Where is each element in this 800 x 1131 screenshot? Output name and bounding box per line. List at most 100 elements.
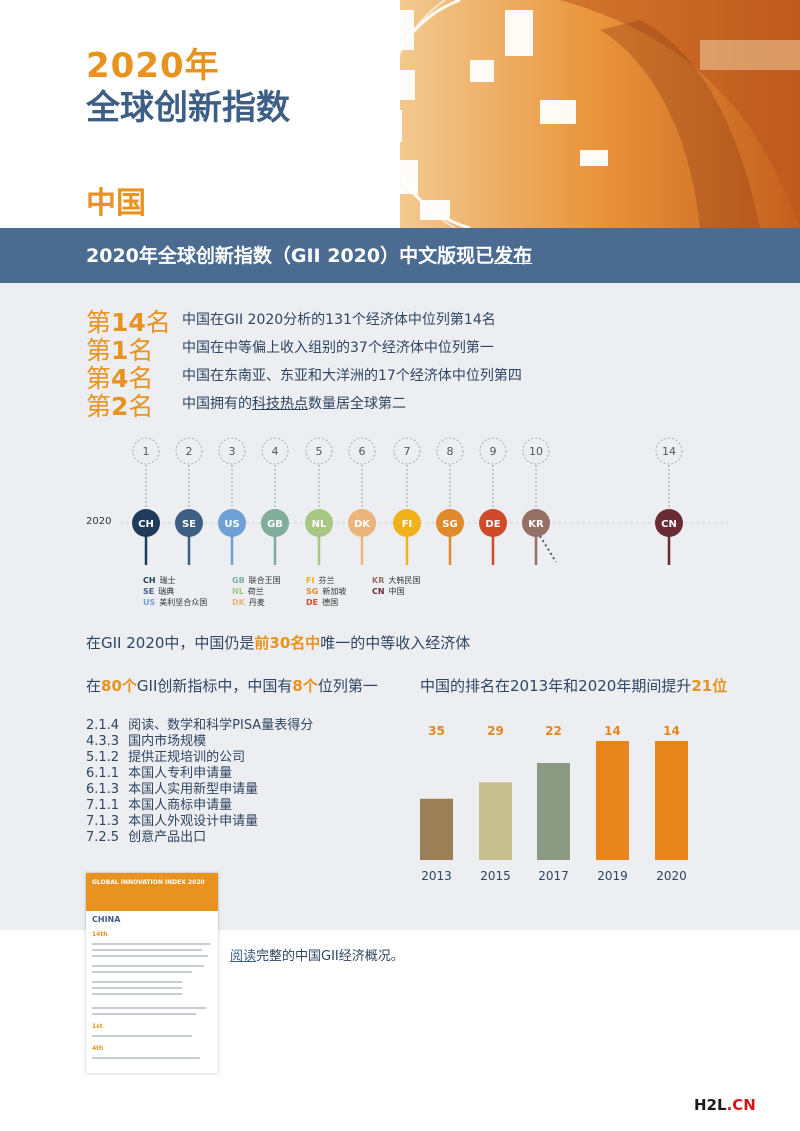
bar-value-label: 22: [545, 724, 562, 738]
legend-column: CH 瑞士 SE 瑞典 US 美利坚合众国: [143, 575, 207, 608]
country-pin: [436, 509, 464, 537]
thumbnail-title: GLOBAL INNOVATION INDEX 2020: [92, 879, 205, 886]
legend-item: NL 荷兰: [232, 587, 264, 596]
country-code: CH: [138, 519, 154, 530]
thumbnail-rank: 1st: [92, 1023, 103, 1030]
bar-value-label: 14: [604, 724, 621, 738]
rank-circle: [132, 437, 160, 465]
rank-number: 8: [447, 445, 454, 458]
rank-change-heading: 中国的排名在2013年和2020年期间提升21位: [420, 677, 728, 695]
country-code: CN: [661, 519, 677, 530]
watermark-logo: H2L.CN: [694, 1096, 756, 1114]
tech-clusters-link[interactable]: 科技热点: [252, 396, 308, 412]
country-label: 中国: [86, 186, 146, 221]
thumbnail-text-line: [92, 949, 202, 951]
hero-banner: 2020年 全球创新指数 中国: [0, 0, 800, 228]
thumbnail-text-line: [92, 965, 204, 967]
country-code: KR: [528, 519, 544, 530]
thumbnail-text-line: [92, 955, 208, 957]
thumbnail-text-line: [92, 1013, 196, 1015]
rank-circle: [348, 437, 376, 465]
rank-circle: [393, 437, 421, 465]
middle-income-statement: 在GII 2020中，中国仍是前30名中唯一的中等收入经济体: [86, 634, 471, 652]
country-pin: [522, 509, 550, 537]
country-pin: [655, 509, 683, 537]
announcement-prefix: 2020年全球创新指数（GII 2020）中文版现已: [86, 245, 495, 267]
bar-value-label: 35: [428, 724, 445, 738]
country-code: DK: [354, 519, 371, 530]
rank-description: 中国拥有的科技热点数量居全球第二: [182, 396, 406, 412]
thumbnail-text-line: [92, 981, 182, 983]
bar-category-label: 2017: [538, 869, 569, 883]
country-code: FI: [402, 519, 413, 530]
thumbnail-text-line: [92, 943, 210, 945]
indicator-list: 2.1.4 阅读、数学和科学PISA量表得分 4.3.3 国内市场规模 5.1.…: [86, 718, 313, 846]
legend-item: KR 大韩民国: [372, 576, 421, 585]
legend-item: CN 中国: [372, 587, 405, 596]
country-pin: [393, 509, 421, 537]
rank-label: 第4名: [86, 364, 154, 393]
bar-value-label: 29: [487, 724, 504, 738]
thumbnail-country: CHINA: [92, 915, 121, 924]
legend-column: GB 联合王国 NL 荷兰 DK 丹麦: [232, 575, 281, 608]
rank-number: 7: [404, 445, 411, 458]
continuation-dots: [539, 535, 557, 563]
rank-circle: [261, 437, 289, 465]
rank-circle: [175, 437, 203, 465]
indicators-heading: 在80个GII创新指标中，中国有8个位列第一: [86, 677, 378, 695]
rank-label: 第14名: [86, 308, 171, 337]
bar-category-label: 2015: [480, 869, 511, 883]
rank-circle: [305, 437, 333, 465]
timeline-year: 2020: [86, 516, 112, 527]
bar: [420, 798, 453, 860]
thumbnail-text-line: [92, 971, 192, 973]
rank-description: 中国在GII 2020分析的131个经济体中位列第14名: [182, 312, 496, 328]
rank-number: 1: [143, 445, 150, 458]
bar: [655, 741, 688, 860]
country-pin: [479, 509, 507, 537]
list-item: 4.3.3 国内市场规模: [86, 734, 207, 749]
bar: [596, 741, 629, 860]
thumbnail-header: [86, 873, 218, 911]
list-item: 5.1.2 提供正规培训的公司: [86, 750, 246, 765]
country-code: NL: [312, 519, 327, 530]
legend-column: KR 大韩民国 CN 中国: [372, 575, 420, 597]
rank-number: 2: [186, 445, 193, 458]
country-code: SE: [182, 519, 196, 530]
legend-item: FI 芬兰: [306, 576, 335, 585]
country-pin: [261, 509, 289, 537]
legend-item: SG 新加坡: [306, 587, 347, 596]
thumbnail-text-line: [92, 1035, 192, 1037]
bar-value-label: 14: [663, 724, 680, 738]
thumbnail-text-line: [92, 987, 182, 989]
announcement-banner: [0, 228, 800, 283]
thumbnail-rank: 4th: [92, 1045, 104, 1052]
bar: [537, 763, 570, 860]
country-pin: [175, 509, 203, 537]
rank-description: 中国在中等偏上收入组别的37个经济体中位列第一: [182, 340, 494, 356]
read-link[interactable]: 阅读: [230, 949, 257, 964]
country-pin: [305, 509, 333, 537]
legend-item: DE 德国: [306, 598, 339, 607]
country-code: US: [224, 519, 239, 530]
rank-number: 3: [229, 445, 236, 458]
page-title: 全球创新指数: [86, 88, 290, 128]
legend-item: DK 丹麦: [232, 598, 265, 607]
rank-circle: [655, 437, 683, 465]
country-code: GB: [267, 519, 283, 530]
country-code: DE: [485, 519, 500, 530]
rank-number: 5: [316, 445, 323, 458]
bar-category-label: 2019: [597, 869, 628, 883]
country-pin: [132, 509, 160, 537]
title-year: 2020年: [86, 46, 220, 86]
list-item: 6.1.1 本国人专利申请量: [86, 766, 233, 781]
publish-link[interactable]: 发布: [494, 245, 533, 267]
list-item: 7.1.3 本国人外观设计申请量: [86, 814, 259, 829]
list-item: 2.1.4 阅读、数学和科学PISA量表得分: [86, 718, 314, 733]
ranking-timeline: 1 CH 2 SE 3 US 4 GB 5 NL 6 DK 7 FI 8 SG 9 DE 10 KR 14 CN: [120, 437, 728, 565]
report-thumbnail[interactable]: GLOBAL INNOVATION INDEX 2020 CHINA 14th …: [86, 873, 218, 1073]
list-item: 6.1.3 本国人实用新型申请量: [86, 782, 259, 797]
rank-circle: [479, 437, 507, 465]
rank-circle: [218, 437, 246, 465]
hero-image: [355, 0, 800, 228]
